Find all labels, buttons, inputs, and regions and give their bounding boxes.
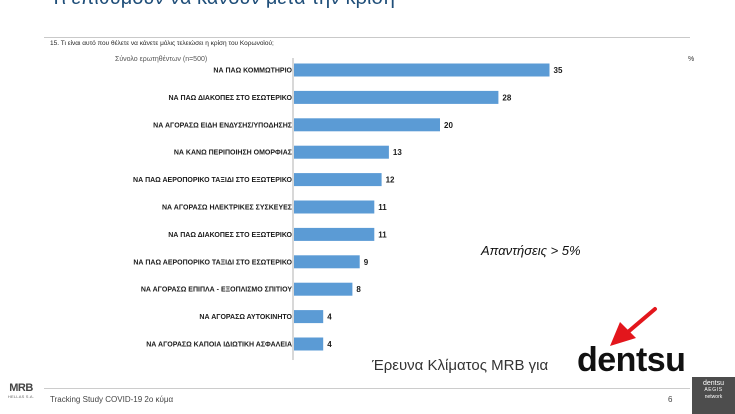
mrb-logo: MRB HELLAS S.A. [4, 382, 38, 399]
unit-label: % [688, 56, 695, 63]
value-label: 11 [378, 230, 387, 239]
base-label: Σύνολο ερωτηθέντων (n=500) [115, 56, 208, 63]
bar [294, 337, 324, 351]
brand-logo: dentsu [577, 341, 686, 379]
category-label: ΝΑ ΑΓΟΡΑΣΩ ΚΑΠΟΙΑ ΙΔΙΩΤΙΚΗ ΑΣΦΑΛΕΙΑ [146, 342, 292, 349]
network-logo-line-3: network [704, 394, 723, 400]
value-label: 12 [386, 176, 395, 185]
mrb-logo-mark: MRB [9, 382, 33, 394]
question-text: 15. Τι είναι αυτό που θέλετε να κάνετε μ… [50, 40, 274, 47]
slide-title: Τι επιθυμούν να κάνουν μετά την κρίση [50, 0, 395, 10]
category-label: ΝΑ ΠΑΩ ΑΕΡΟΠΟΡΙΚΟ ΤΑΞΙΔΙ ΣΤΟ ΕΞΩΤΕΡΙΚΟ [133, 177, 293, 184]
footer-divider [44, 388, 690, 389]
value-label: 28 [502, 93, 511, 102]
bar [294, 90, 499, 104]
value-label: 4 [327, 313, 332, 322]
bar [294, 145, 389, 159]
category-label: ΝΑ ΚΑΝΩ ΠΕΡΙΠΟΙΗΣΗ ΟΜΟΡΦΙΑΣ [174, 150, 292, 157]
category-label: ΝΑ ΑΓΟΡΑΣΩ ΕΙΔΗ ΕΝΔΥΣΗΣ/ΥΠΟΔΗΣΗΣ [153, 122, 292, 129]
network-logo-line-2: AEGIS [704, 387, 723, 393]
red-arrow-icon [610, 307, 657, 346]
bar [294, 173, 382, 187]
value-label: 8 [356, 285, 361, 294]
credit-text: Έρευνα Κλίματος MRB για [372, 357, 549, 374]
value-label: 9 [364, 258, 369, 267]
bar [294, 118, 440, 132]
bar [294, 200, 375, 214]
value-label: 4 [327, 340, 332, 349]
bar [294, 282, 353, 296]
footer-study-name: Tracking Study COVID-19 2ο κύμα [50, 395, 174, 404]
value-label: 13 [393, 148, 402, 157]
category-label: ΝΑ ΠΑΩ ΔΙΑΚΟΠΕΣ ΣΤΟ ΕΞΩΤΕΡΙΚΟ [168, 232, 292, 239]
bar [294, 255, 360, 269]
mrb-logo-subtitle: HELLAS S.A. [7, 394, 35, 399]
value-label: 35 [554, 66, 563, 75]
page-number: 6 [668, 395, 673, 404]
network-logo-line-1: dentsu [702, 380, 725, 387]
category-label: ΝΑ ΑΓΟΡΑΣΩ ΑΥΤΟΚΙΝΗΤΟ [199, 314, 292, 321]
category-label: ΝΑ ΠΑΩ ΑΕΡΟΠΟΡΙΚΟ ΤΑΞΙΔΙ ΣΤΟ ΕΣΩΤΕΡΙΚΟ [133, 259, 292, 266]
category-label: ΝΑ ΠΑΩ ΚΟΜΜΩΤΗΡΙΟ [213, 68, 292, 75]
value-label: 11 [378, 203, 387, 212]
bar [294, 310, 324, 324]
category-label: ΝΑ ΑΓΟΡΑΣΩ ΗΛΕΚΤΡΙΚΕΣ ΣΥΣΚΕΥΕΣ [162, 205, 292, 212]
dentsu-aegis-network-logo: dentsu AEGIS network [692, 377, 735, 414]
title-divider [44, 37, 690, 38]
bar [294, 227, 375, 241]
category-label: ΝΑ ΑΓΟΡΑΣΩ ΕΠΙΠΛΑ - ΕΞΟΠΛΙΣΜΟ ΣΠΙΤΙΟΥ [141, 287, 293, 294]
bar [294, 63, 550, 77]
category-label: ΝΑ ΠΑΩ ΔΙΑΚΟΠΕΣ ΣΤΟ ΕΣΩΤΕΡΙΚΟ [168, 95, 292, 102]
threshold-note: Απαντήσεις > 5% [481, 243, 581, 258]
value-label: 20 [444, 121, 453, 130]
